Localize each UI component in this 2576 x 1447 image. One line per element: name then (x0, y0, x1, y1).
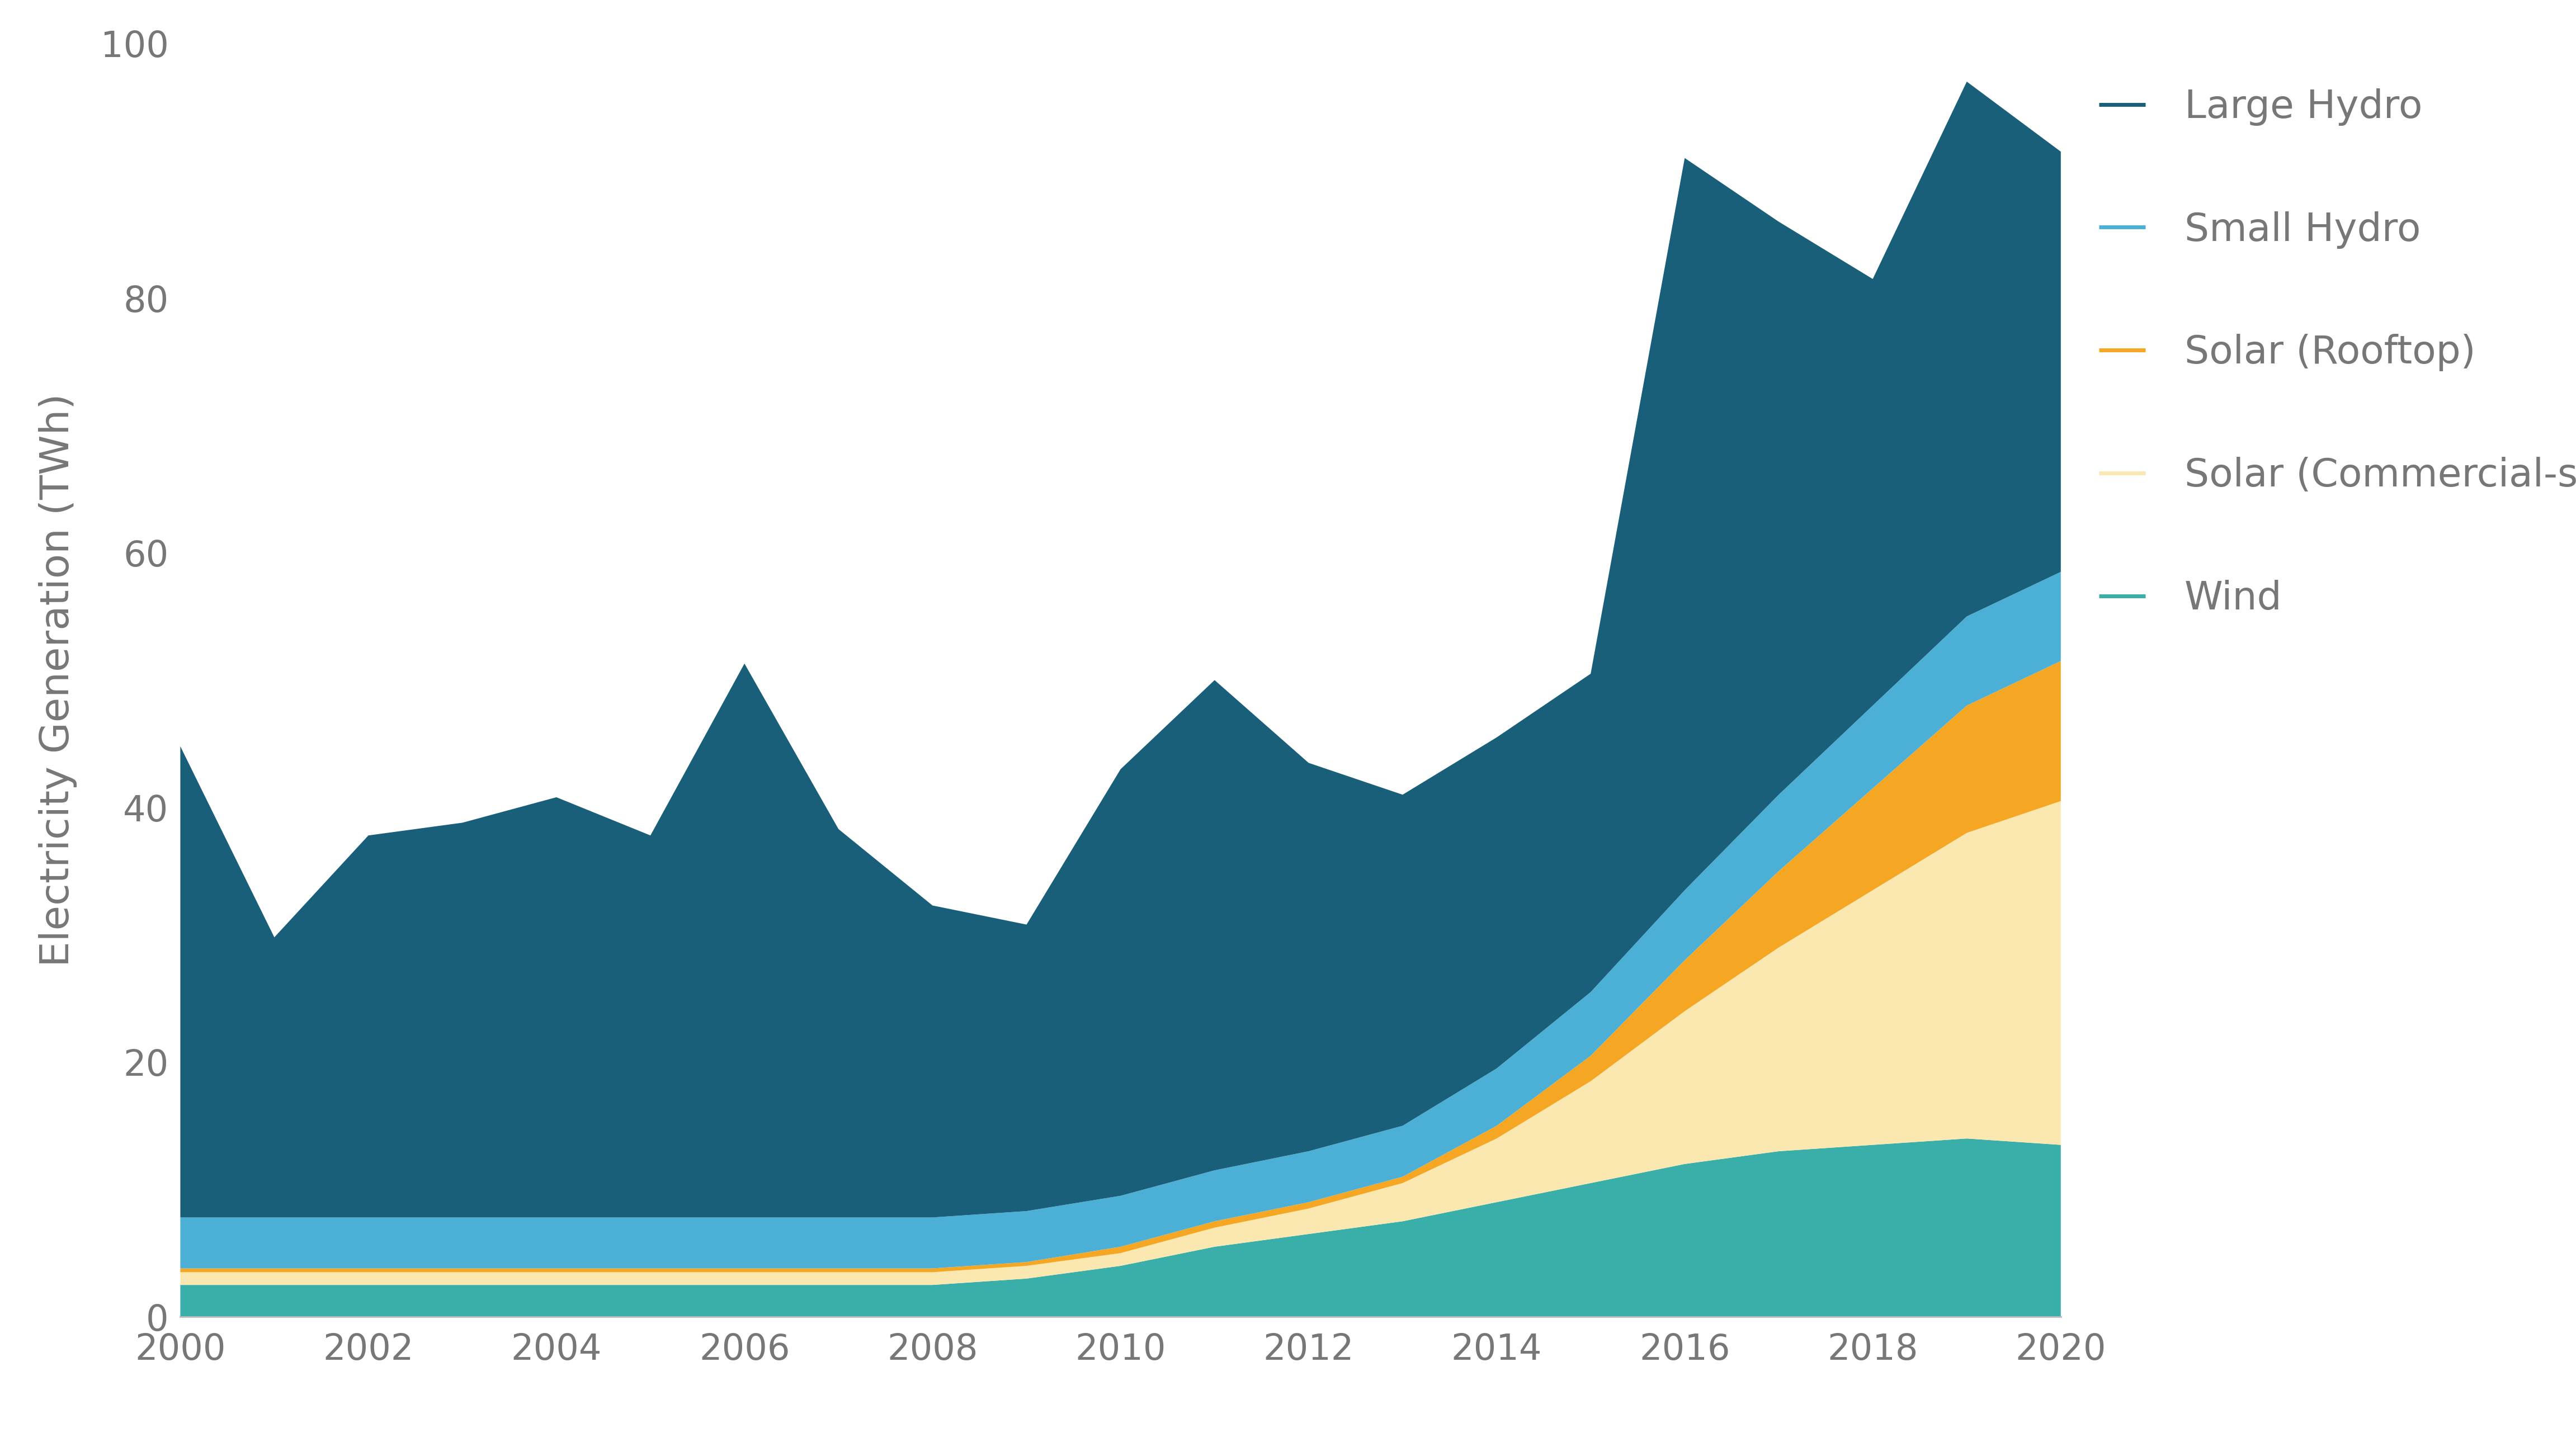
Legend: Large Hydro, Small Hydro, Solar (Rooftop), Solar (Commercial-scale), Wind: Large Hydro, Small Hydro, Solar (Rooftop… (2099, 88, 2576, 618)
Y-axis label: Electricity Generation (TWh): Electricity Generation (TWh) (39, 394, 77, 967)
